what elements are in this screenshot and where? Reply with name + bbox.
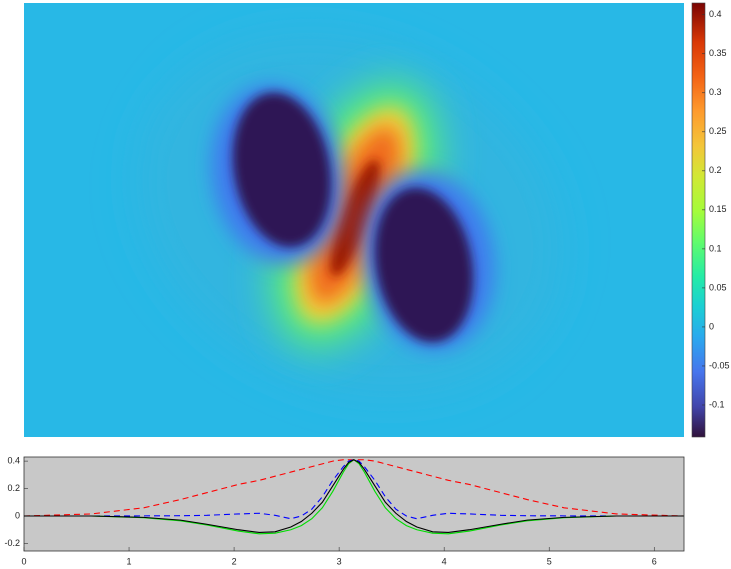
x-tick-label: 0 [21,556,26,566]
x-tick-label: 2 [232,556,237,566]
x-tick-label: 3 [337,556,342,566]
colorbar-tick-label: 0.35 [709,48,727,58]
colorbar-tick-label: 0.4 [709,9,722,19]
colorbar-tick-label: -0.1 [709,399,725,409]
plot-area [23,456,685,552]
series-line [24,459,684,520]
y-tick-label: -0.2 [4,538,20,548]
colorbar-tick-label: -0.05 [709,360,730,370]
x-tick-label: 5 [547,556,552,566]
colorbar [691,2,706,438]
heatmap-field [24,3,684,437]
colorbar-tick-label: 0.05 [709,282,727,292]
colorbar-tick-label: 0.2 [709,165,722,175]
series-line [24,459,684,534]
colorbar-tick-label: 0.15 [709,204,727,214]
x-tick-label: 1 [127,556,132,566]
colorbar-tick-label: 0.3 [709,87,722,97]
colorbar-tick-label: 0.25 [709,126,727,136]
colorbar-tick-label: 0.1 [709,243,722,253]
y-tick-label: 0.4 [7,455,20,465]
series-line [23,459,684,517]
x-tick-label: 4 [442,556,447,566]
x-tick-label: 6 [652,556,657,566]
y-tick-label: 0 [15,510,20,520]
y-tick-label: 0.2 [7,483,20,493]
colorbar-tick-label: 0 [709,321,714,331]
